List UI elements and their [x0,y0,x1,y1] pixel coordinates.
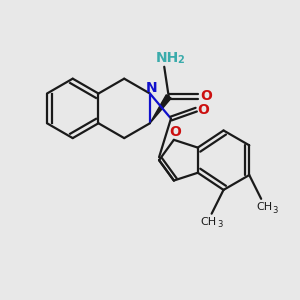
Text: CH: CH [201,217,217,227]
Text: 3: 3 [273,206,278,214]
Text: O: O [198,103,210,117]
Text: NH: NH [156,51,179,65]
Text: 3: 3 [217,220,223,230]
Text: O: O [200,89,212,103]
Text: CH: CH [256,202,272,212]
Text: 2: 2 [177,55,184,65]
Polygon shape [150,95,171,123]
Text: N: N [146,81,157,95]
Text: O: O [169,124,181,139]
